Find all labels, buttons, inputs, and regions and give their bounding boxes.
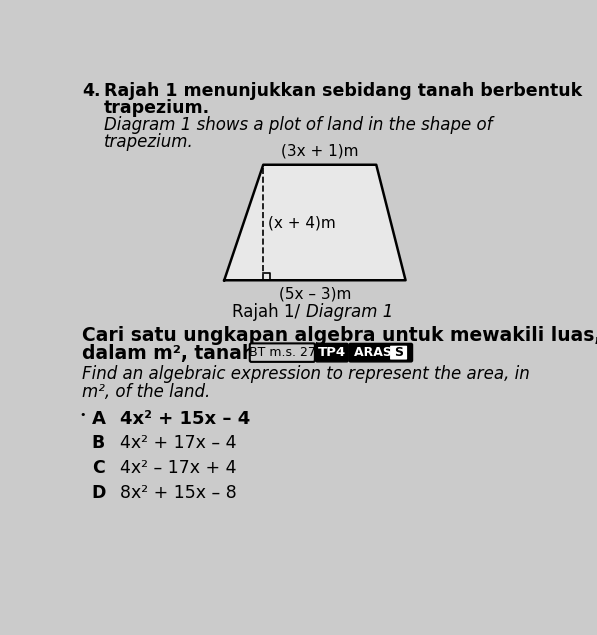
FancyBboxPatch shape <box>349 344 413 362</box>
Text: 4x² + 15x – 4: 4x² + 15x – 4 <box>119 410 250 427</box>
FancyBboxPatch shape <box>390 345 407 359</box>
Text: TP4: TP4 <box>318 346 346 359</box>
Text: BT m.s. 27: BT m.s. 27 <box>249 346 316 359</box>
Text: A: A <box>92 410 106 427</box>
Text: (x + 4)m: (x + 4)m <box>268 215 336 230</box>
Text: dalam m², tanah itu.: dalam m², tanah itu. <box>82 344 298 363</box>
Text: 4x² + 17x – 4: 4x² + 17x – 4 <box>119 434 236 452</box>
Text: trapezium.: trapezium. <box>104 133 194 151</box>
Text: (5x – 3)m: (5x – 3)m <box>279 286 351 302</box>
Text: D: D <box>92 483 106 502</box>
Text: ARAS :: ARAS : <box>355 346 402 359</box>
Text: B: B <box>92 434 105 452</box>
Text: (3x + 1)m: (3x + 1)m <box>281 144 359 159</box>
Text: •: • <box>79 410 86 420</box>
FancyBboxPatch shape <box>250 344 315 362</box>
Text: S: S <box>394 346 403 359</box>
Text: 4.: 4. <box>82 83 101 100</box>
Text: Find an algebraic expression to represent the area, in: Find an algebraic expression to represen… <box>82 365 530 383</box>
Text: Rajah 1/: Rajah 1/ <box>232 304 306 321</box>
Text: 4x² – 17x + 4: 4x² – 17x + 4 <box>119 459 236 477</box>
Text: Diagram 1 shows a plot of land in the shape of: Diagram 1 shows a plot of land in the sh… <box>104 116 493 134</box>
Text: C: C <box>92 459 104 477</box>
Text: Cari satu ungkapan algebra untuk mewakili luas,: Cari satu ungkapan algebra untuk mewakil… <box>82 326 597 345</box>
Text: Rajah 1 menunjukkan sebidang tanah berbentuk: Rajah 1 menunjukkan sebidang tanah berbe… <box>104 83 582 100</box>
Text: Diagram 1: Diagram 1 <box>306 304 393 321</box>
Text: m², of the land.: m², of the land. <box>82 383 211 401</box>
Text: trapezium.: trapezium. <box>104 99 210 117</box>
Text: 8x² + 15x – 8: 8x² + 15x – 8 <box>119 483 236 502</box>
Polygon shape <box>224 164 405 280</box>
FancyBboxPatch shape <box>316 344 348 362</box>
